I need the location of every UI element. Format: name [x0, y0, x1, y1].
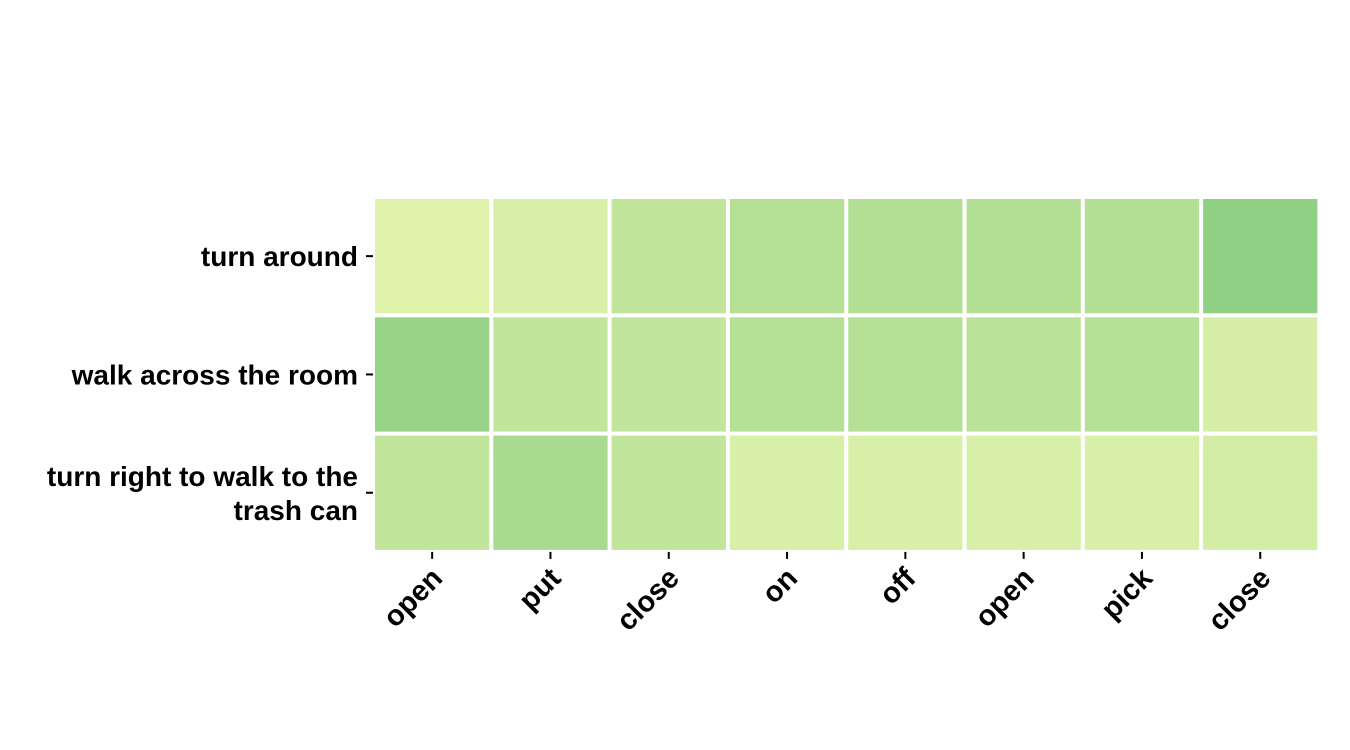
x-tick-label: put	[513, 562, 568, 617]
x-tick-label: off	[874, 562, 923, 611]
heatmap-cell-r2-c5	[966, 435, 1081, 550]
heatmap-cell-r0-c6	[1084, 199, 1200, 314]
y-tick-label: walk across the room	[71, 359, 358, 390]
heatmap-cell-r0-c5	[966, 199, 1081, 314]
heatmap-cell-r2-c1	[493, 435, 608, 550]
heatmap-cell-r1-c4	[848, 317, 963, 432]
heatmap-cells	[375, 199, 1318, 550]
y-tick-label: trash can	[234, 495, 359, 526]
heatmap-cell-r0-c3	[729, 199, 845, 314]
y-tick-label: turn around	[201, 241, 358, 272]
heatmap-cell-r2-c7	[1203, 435, 1318, 550]
x-tick-label: close	[611, 562, 686, 637]
heatmap-cell-r0-c2	[611, 199, 726, 314]
x-tick-label: close	[1202, 562, 1277, 637]
heatmap-cell-r1-c2	[611, 317, 726, 432]
x-tick-label: pick	[1095, 562, 1159, 626]
x-axis: open put close on off open pick close	[377, 551, 1277, 637]
heatmap-cell-r1-c6	[1084, 317, 1200, 432]
heatmap-cell-r2-c3	[729, 435, 845, 550]
heatmap-cell-r0-c7	[1203, 199, 1318, 314]
heatmap-cell-r1-c7	[1203, 317, 1318, 432]
heatmap-cell-r2-c2	[611, 435, 726, 550]
y-tick-label: turn right to walk to the	[47, 461, 358, 492]
heatmap-cell-r2-c4	[848, 435, 963, 550]
heatmap-cell-r1-c5	[966, 317, 1081, 432]
y-axis: turn around walk across the room turn righ…	[47, 241, 373, 526]
x-tick-label: open	[377, 562, 449, 634]
heatmap-cell-r2-c0	[375, 435, 490, 550]
x-tick-label: open	[969, 562, 1041, 634]
heatmap-cell-r0-c4	[848, 199, 963, 314]
heatmap-cell-r1-c1	[493, 317, 608, 432]
x-tick-label: on	[756, 562, 804, 610]
heatmap-cell-r0-c0	[375, 199, 490, 314]
heatmap-cell-r1-c0	[375, 317, 490, 432]
heatmap-cell-r0-c1	[493, 199, 608, 314]
heatmap-cell-r2-c6	[1084, 435, 1200, 550]
heatmap-cell-r1-c3	[729, 317, 845, 432]
